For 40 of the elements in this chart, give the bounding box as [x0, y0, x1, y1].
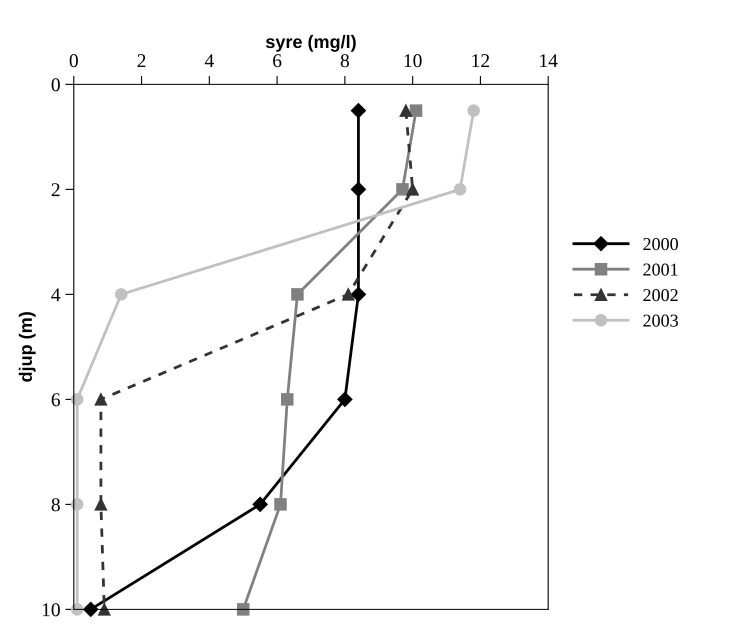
- point: [410, 104, 422, 117]
- point: [342, 288, 355, 301]
- point: [94, 393, 108, 406]
- legend-label: 2000: [643, 238, 678, 250]
- y-tick-label: 4: [51, 288, 60, 302]
- point: [236, 603, 250, 616]
- x-tick-label: 6: [273, 54, 282, 68]
- point: [281, 393, 294, 406]
- point: [94, 498, 108, 511]
- point: [454, 183, 466, 196]
- point: [337, 392, 352, 407]
- point: [406, 183, 419, 196]
- point: [252, 496, 268, 512]
- x-tick-label: 2: [138, 54, 146, 68]
- x-tick-label: 12: [472, 54, 490, 68]
- x-tick-label: 10: [404, 54, 422, 68]
- x-tick-label: 8: [340, 54, 349, 68]
- point: [291, 288, 304, 301]
- point: [114, 288, 128, 301]
- point: [467, 104, 480, 117]
- x-tick-label: 0: [70, 54, 78, 68]
- x-tick-label: 14: [540, 54, 558, 68]
- legend-label: 2003: [643, 314, 678, 327]
- point: [400, 104, 412, 117]
- point: [350, 182, 366, 197]
- legend-label: 2001: [643, 264, 678, 276]
- point: [350, 103, 366, 118]
- x-tick-label: 4: [204, 54, 214, 68]
- legend-label: 2002: [643, 289, 678, 302]
- point: [98, 603, 111, 616]
- y-axis-title: djup (m): [18, 312, 36, 382]
- y-tick-label: 6: [52, 393, 60, 406]
- y-tick-label: 10: [42, 603, 60, 616]
- point: [350, 286, 366, 302]
- y-tick-label: 2: [52, 183, 60, 196]
- point: [396, 183, 409, 196]
- x-axis-title: syre (mg/l): [266, 34, 356, 52]
- y-tick-label: 8: [52, 498, 60, 512]
- y-tick-label: 0: [52, 78, 60, 92]
- point: [274, 498, 287, 511]
